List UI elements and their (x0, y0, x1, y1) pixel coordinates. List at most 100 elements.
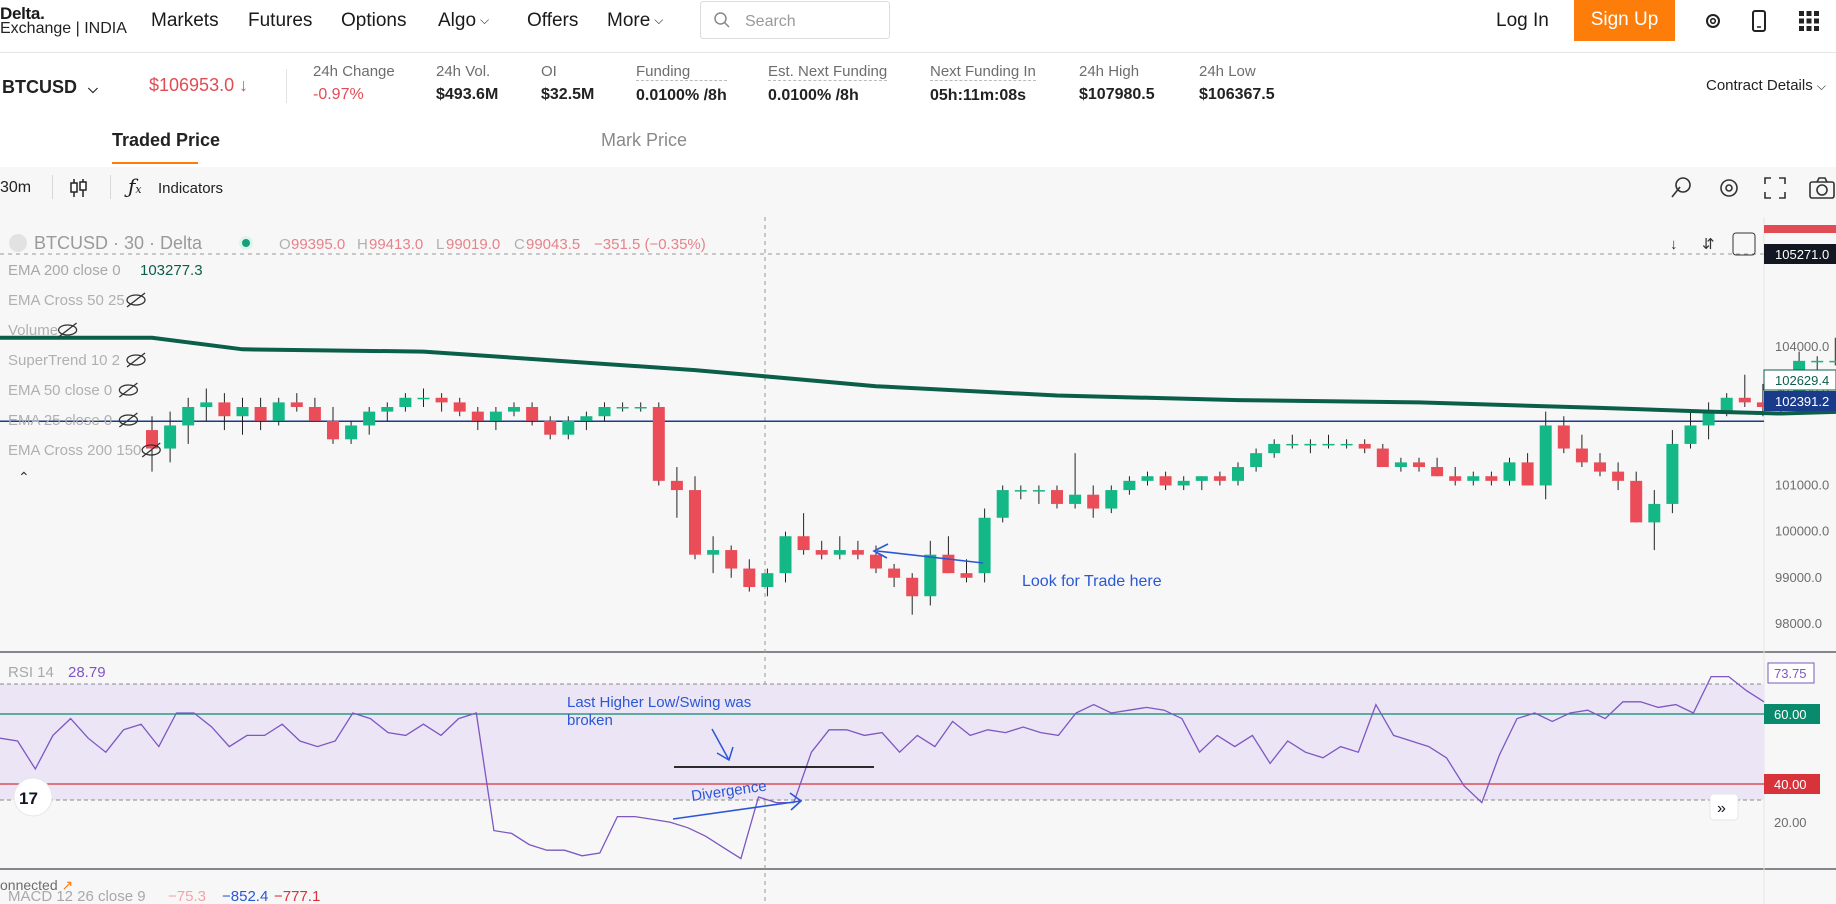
candle-body (1630, 480, 1643, 523)
tab-mark-price[interactable]: Mark Price (601, 130, 688, 150)
symbol-name: BTCUSD (2, 77, 77, 97)
search-input[interactable]: Search (700, 1, 890, 39)
contract-details-dropdown[interactable]: Contract Details ⌵ (1706, 77, 1826, 94)
price-axis-tick: 104000.0 (1775, 339, 1829, 354)
price-axis-tick: 100000.0 (1775, 524, 1829, 539)
candle-body (1612, 471, 1625, 481)
eye-off-icon[interactable] (141, 442, 161, 458)
hidden-indicator-list: EMA Cross 50 25 Volume SuperTrend 10 2 EMA … (8, 292, 161, 459)
nav-markets[interactable]: Markets (151, 10, 219, 31)
candle-body (1394, 462, 1407, 467)
eye-off-icon[interactable] (57, 322, 78, 338)
stat-label[interactable]: Funding (636, 63, 727, 81)
hidden-indicator-label[interactable]: EMA Cross 200 150 (8, 442, 141, 459)
search-icon (714, 12, 730, 28)
rsi-60-tag-text: 60.00 (1774, 707, 1807, 722)
tab-traded-price[interactable]: Traded Price (112, 130, 221, 150)
ema200-label[interactable]: EMA 200 close 0 (8, 262, 121, 279)
indicators-button[interactable]: Indicators (158, 180, 224, 197)
stat-funding: Funding 0.0100% /8h (636, 63, 727, 105)
login-link[interactable]: Log In (1496, 10, 1549, 31)
support-price-tag (1764, 391, 1836, 411)
candle-body (1322, 443, 1335, 446)
signup-button[interactable]: Sign Up (1574, 0, 1675, 41)
eye-off-icon[interactable] (118, 382, 139, 398)
stat-value: -0.97% (313, 86, 364, 103)
candle-body (797, 536, 810, 551)
fullscreen-icon[interactable] (1762, 175, 1788, 201)
nav-offers[interactable]: Offers (527, 10, 579, 31)
stat-label[interactable]: Est. Next Funding (768, 63, 888, 81)
candle-body (1594, 462, 1606, 472)
hidden-indicator-label[interactable]: EMA Cross 50 25 (8, 292, 125, 309)
candle-body (1720, 397, 1733, 412)
eye-off-icon[interactable] (126, 352, 146, 368)
logo-delta[interactable]: Delta. (0, 4, 45, 23)
annotation-arrow (672, 800, 802, 820)
stat-24h-low: 24h Low $106367.5 (1199, 63, 1275, 104)
collapse-legend-icon[interactable]: ⌃ (18, 469, 30, 485)
logo-exchange-india[interactable]: Exchange | INDIA (0, 20, 127, 37)
candle-body (815, 550, 828, 555)
candle-body (1413, 462, 1425, 467)
collapse-icon[interactable]: ⇵ (1702, 236, 1715, 253)
candle-body (1141, 476, 1154, 481)
camera-icon[interactable] (1808, 175, 1836, 201)
tradingview-logo[interactable] (13, 777, 53, 817)
nav-futures[interactable]: Futures (248, 10, 313, 31)
rsi-20-tick: 20.00 (1774, 815, 1807, 830)
chart-toolbar: 30m ƒx Indicators (0, 167, 1836, 207)
macd-v2: −852.4 (222, 888, 268, 904)
ohlc-change: −351.5 (−0.35%) (594, 236, 706, 253)
nav-algo[interactable]: Algo ⌵ (438, 10, 489, 32)
external-link-icon[interactable]: ↗ (61, 877, 74, 893)
candle-type-icon[interactable] (68, 177, 90, 199)
ohlc-c-label: C (514, 236, 525, 253)
rsi-40-tag (1764, 774, 1820, 794)
mobile-icon[interactable] (1748, 10, 1770, 32)
legend-title[interactable]: BTCUSD · 30 · Delta (34, 233, 203, 253)
indicators-icon[interactable]: ƒx (128, 174, 142, 198)
quick-search-icon[interactable] (1668, 175, 1694, 201)
chart-settings-icon[interactable] (1716, 175, 1742, 201)
arrow-down-icon[interactable]: ↓ (1670, 236, 1678, 253)
hidden-indicator-label[interactable]: Volume (8, 322, 58, 339)
chevron-down-icon: ⌵ (88, 81, 98, 96)
price-axis-tick: 98000.0 (1775, 616, 1822, 631)
candle-body (1250, 453, 1263, 467)
candle-body (200, 402, 213, 407)
interval-selector[interactable]: 30m (0, 179, 32, 196)
hidden-indicator-label[interactable]: EMA 25 close 0 (8, 412, 112, 429)
candle-body (1340, 443, 1353, 446)
symbol-selector[interactable]: BTCUSD ⌵ (2, 77, 98, 98)
annotation-arrowhead (789, 792, 803, 811)
stat-label[interactable]: Next Funding In (930, 63, 1036, 81)
eye-off-icon[interactable] (126, 292, 146, 308)
nav-more[interactable]: More ⌵ (607, 10, 663, 32)
rsi-label[interactable]: RSI 14 (8, 664, 54, 681)
symbol-logo-icon (9, 234, 27, 252)
macd-v3: −777.1 (274, 888, 320, 904)
stat-label: 24h Vol. (436, 63, 491, 80)
stat-label: OI (541, 63, 557, 80)
candle-body (1268, 443, 1281, 454)
eye-off-icon[interactable] (118, 412, 139, 428)
candle-body (743, 568, 756, 587)
candle-body (489, 411, 502, 421)
price-axis-tick: 101000.0 (1775, 477, 1829, 492)
macd-label[interactable]: MACD 12 26 close 9 (8, 888, 146, 904)
hidden-indicator-label[interactable]: EMA 50 close 0 (8, 382, 112, 399)
hidden-indicator-label[interactable]: SuperTrend 10 2 (8, 352, 120, 369)
pane-maximize-icon[interactable] (1732, 232, 1756, 256)
candle-body (1738, 397, 1751, 403)
gear-icon[interactable] (1702, 10, 1724, 32)
scroll-realtime-button[interactable] (1709, 793, 1739, 821)
price-chart[interactable]: Look for Trade here Last Higher Low/Swin… (0, 207, 1836, 904)
grid-menu-icon[interactable] (1798, 10, 1820, 32)
ema-price-tag (1763, 369, 1836, 391)
divider (52, 175, 53, 199)
stat-24h-vol: 24h Vol. $493.6M (436, 63, 498, 104)
candle-body (453, 402, 466, 412)
macd-v1: −75.3 (168, 888, 206, 904)
nav-options[interactable]: Options (341, 10, 407, 31)
